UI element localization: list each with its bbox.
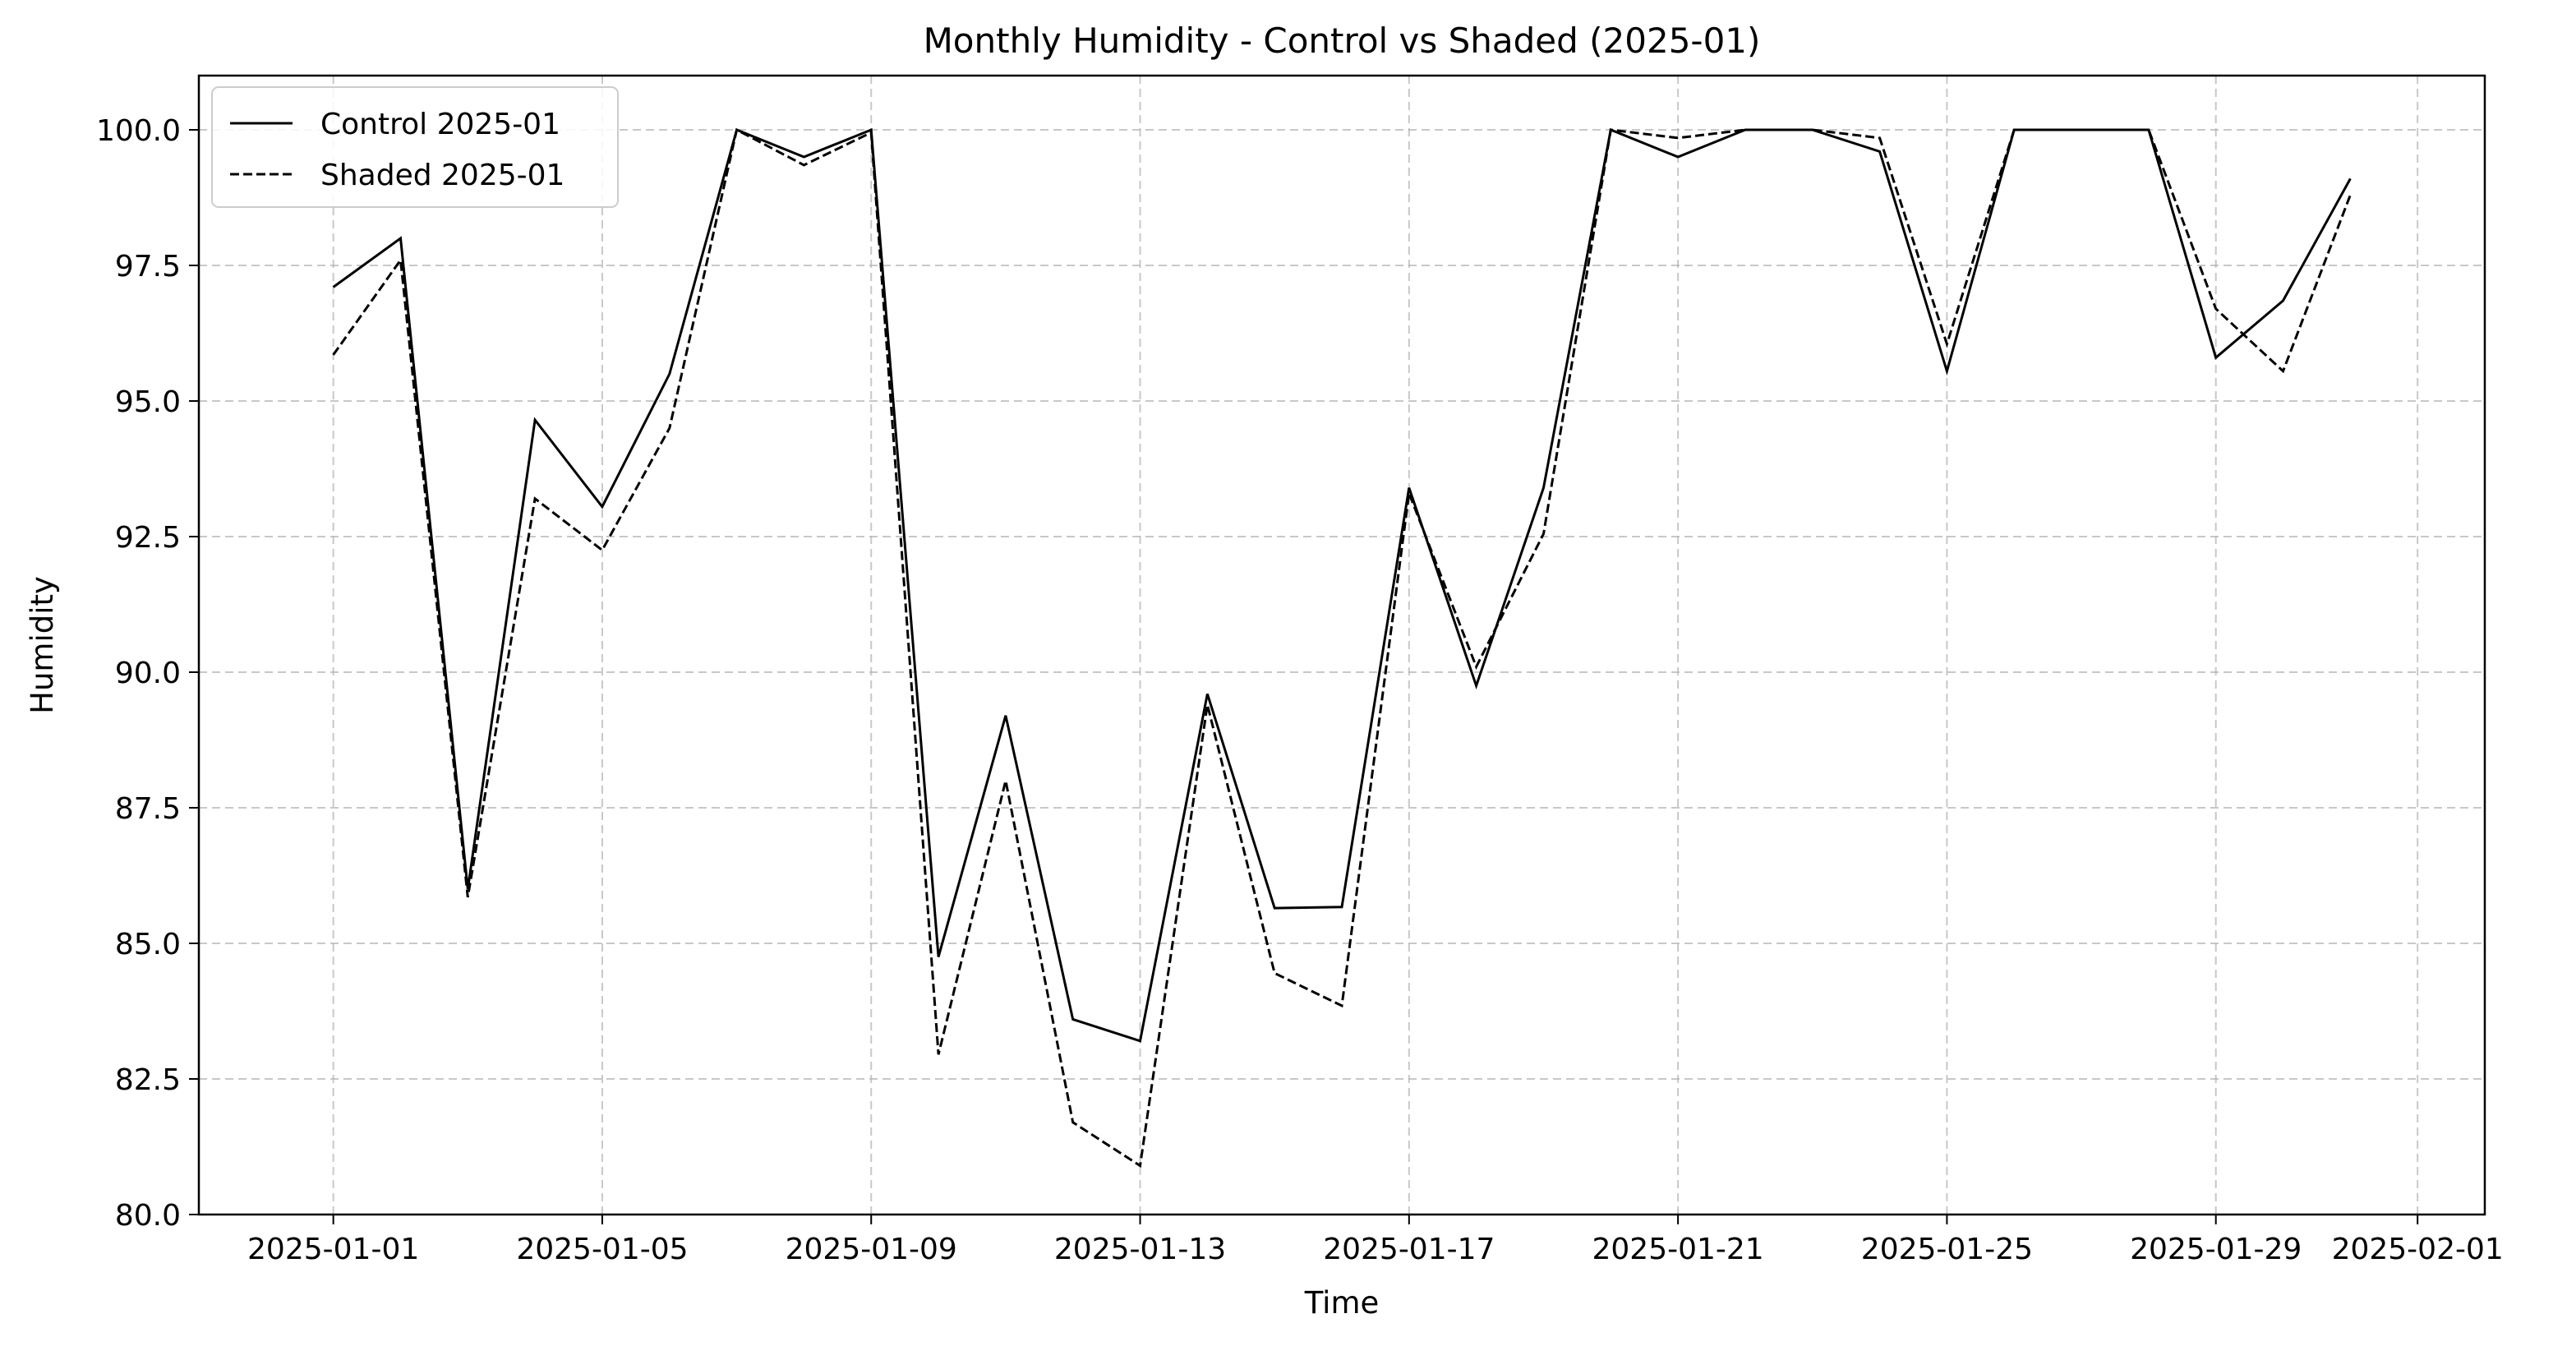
x-tick-label: 2025-01-29 xyxy=(2130,1233,2302,1266)
y-tick-label: 92.5 xyxy=(115,521,181,555)
y-tick-label: 100.0 xyxy=(96,114,181,148)
series-line-shaded xyxy=(332,127,2352,1169)
y-tick-label: 90.0 xyxy=(115,657,181,690)
y-tick-label: 85.0 xyxy=(115,928,181,961)
plot-area-frame xyxy=(197,74,2486,1216)
x-tick-label: 2025-01-09 xyxy=(786,1233,957,1266)
y-tick-label: 80.0 xyxy=(115,1199,181,1233)
legend: Control 2025-01 Shaded 2025-01 xyxy=(211,86,619,208)
axis-ticks: 2025-01-01 2025-01-05 2025-01-09 2025-01-13… xyxy=(96,114,2504,1266)
x-tick-label: 2025-01-21 xyxy=(1592,1233,1764,1266)
x-tick-label: 2025-01-17 xyxy=(1323,1233,1495,1266)
x-tick-label: 2025-01-05 xyxy=(516,1233,688,1266)
legend-box xyxy=(211,86,619,208)
x-tick-label: 2025-01-01 xyxy=(247,1233,419,1266)
y-tick-label: 95.0 xyxy=(115,385,181,419)
legend-label-shaded: Shaded 2025-01 xyxy=(320,159,565,192)
y-tick-label: 82.5 xyxy=(115,1063,181,1097)
legend-label-control: Control 2025-01 xyxy=(320,108,560,141)
y-tick-label: 97.5 xyxy=(115,250,181,283)
grid-lines xyxy=(199,76,2485,1215)
y-tick-label: 87.5 xyxy=(115,792,181,826)
chart-title: Monthly Humidity - Control vs Shaded (20… xyxy=(924,21,1761,61)
series-layer xyxy=(332,127,2352,1169)
x-tick-label: 2025-02-01 xyxy=(2332,1233,2504,1266)
x-axis-label: Time xyxy=(1304,1285,1380,1321)
y-axis-label: Humidity xyxy=(25,576,60,714)
x-tick-label: 2025-01-25 xyxy=(1861,1233,2033,1266)
x-tick-label: 2025-01-13 xyxy=(1054,1233,1226,1266)
